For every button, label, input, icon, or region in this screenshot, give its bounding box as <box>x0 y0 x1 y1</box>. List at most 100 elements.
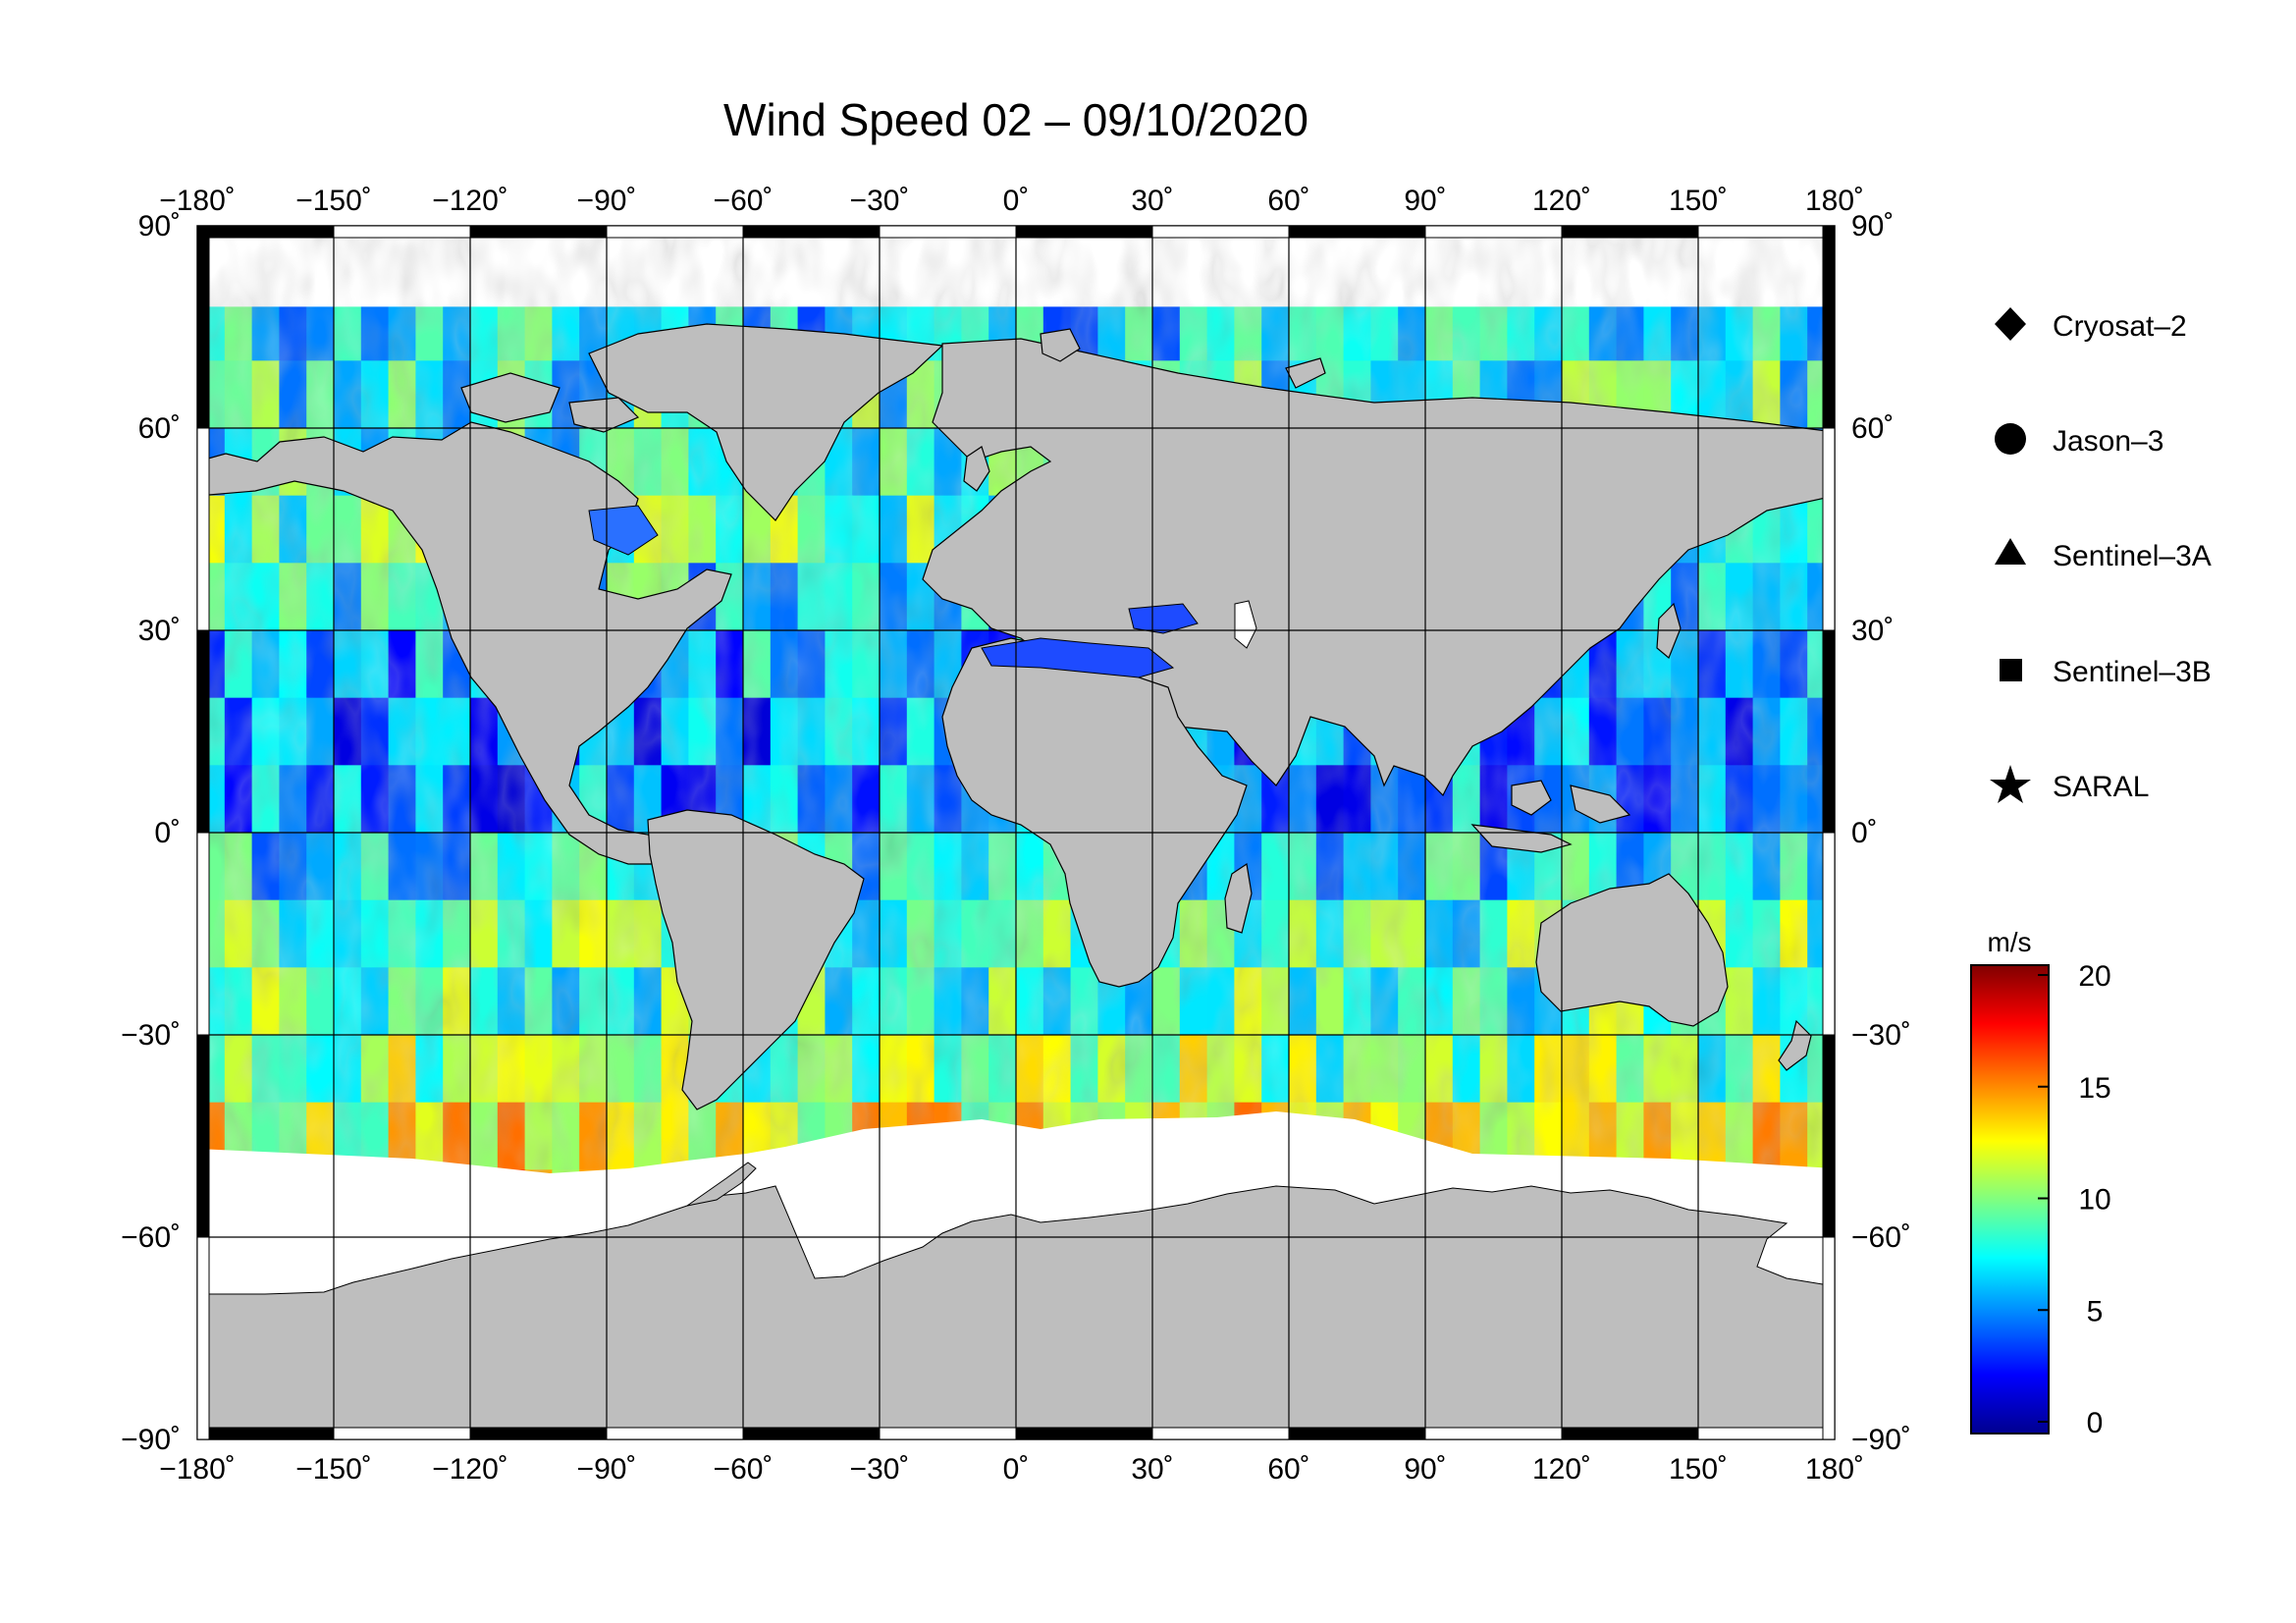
diamond-icon <box>1995 307 2026 341</box>
frame-segment-top <box>1288 225 1426 239</box>
star-icon <box>1990 765 2031 803</box>
colorbar-tick-label: 0 <box>2087 1407 2104 1439</box>
frame-segment-top <box>1015 225 1153 239</box>
british-isles <box>963 446 990 492</box>
lon-tick-label-top: 0˚ <box>1003 185 1030 217</box>
lon-tick-label-bottom: −90˚ <box>577 1453 637 1486</box>
continents <box>197 323 1835 1110</box>
frame-segment-bottom <box>333 1427 471 1440</box>
caspian-sea <box>1234 600 1257 649</box>
frame-segment-bottom <box>1015 1427 1153 1440</box>
lon-tick-label-bottom: −30˚ <box>850 1453 910 1486</box>
frame-segment-bottom <box>1424 1427 1563 1440</box>
lon-tick-label-bottom: 180˚ <box>1805 1453 1864 1486</box>
axis-labels: −180˚ −180˚ −150˚ −150˚ −120˚ −120˚ −90˚ −90˚ −6… <box>121 185 1911 1486</box>
novaya-zemlya <box>1285 357 1326 389</box>
frame-segment-right <box>1822 427 1836 631</box>
lon-tick-label-top: −60˚ <box>714 185 774 217</box>
antarctic-peninsula <box>686 1162 757 1207</box>
frame-segment-right <box>1822 629 1836 834</box>
africa <box>941 637 1248 988</box>
lat-tick-label-left: −60˚ <box>121 1221 181 1254</box>
frame-segment-top <box>196 225 335 239</box>
lon-tick-label-top: 30˚ <box>1131 185 1173 217</box>
lon-tick-label-top: 120˚ <box>1532 185 1591 217</box>
lat-tick-label-right: −90˚ <box>1851 1424 1911 1456</box>
frame-segment-right <box>1822 225 1836 429</box>
lon-tick-label-bottom: −60˚ <box>714 1453 774 1486</box>
lon-tick-label-top: 90˚ <box>1404 185 1446 217</box>
frame-segment-left <box>196 832 210 1036</box>
legend-label: SARAL <box>2053 771 2149 803</box>
legend-item-cryosat: Cryosat–2 <box>1995 307 2187 343</box>
black-sea <box>1128 603 1199 634</box>
colorbar-gradient <box>1970 964 2050 1434</box>
frame-segment-top <box>742 225 881 239</box>
lon-tick-label-bottom: 120˚ <box>1532 1453 1591 1486</box>
frame-segments <box>196 225 1836 1440</box>
colorbar: m/s 20 15 10 5 0 <box>1970 927 2111 1439</box>
colorbar-tick-label: 10 <box>2078 1184 2110 1217</box>
colorbar-tick-label: 20 <box>2078 960 2110 993</box>
legend-item-sentinel-3b: Sentinel–3B <box>2000 656 2212 688</box>
frame-segment-top <box>1424 225 1563 239</box>
legend-label: Jason–3 <box>2053 425 2163 458</box>
lat-tick-label-left: 30˚ <box>138 615 181 647</box>
lon-tick-label-top: 60˚ <box>1267 185 1309 217</box>
madagascar <box>1224 862 1253 934</box>
frame-segment-top <box>879 225 1017 239</box>
legend-item-saral: SARAL <box>1990 765 2149 803</box>
lat-tick-label-left: 60˚ <box>138 412 181 445</box>
lat-tick-label-left: 0˚ <box>154 817 181 849</box>
lon-tick-label-top: −30˚ <box>850 185 910 217</box>
frame-segment-left <box>196 1236 210 1440</box>
legend-label: Cryosat–2 <box>2053 310 2187 343</box>
greenland <box>588 323 944 521</box>
lat-tick-label-left: 90˚ <box>138 210 181 243</box>
square-icon <box>2000 659 2022 681</box>
frame-segment-left <box>196 427 210 631</box>
lon-tick-label-top: −150˚ <box>295 185 372 217</box>
legend-label: Sentinel–3A <box>2053 540 2212 572</box>
frame-segment-top <box>606 225 744 239</box>
gridlines <box>197 226 1835 1439</box>
lat-tick-label-right: 60˚ <box>1851 412 1894 445</box>
frame-segment-top <box>1561 225 1699 239</box>
circle-icon <box>1995 423 2026 455</box>
legend-item-jason: Jason–3 <box>1995 423 2163 458</box>
frame-segment-right <box>1822 832 1836 1036</box>
lon-tick-label-top: −180˚ <box>159 185 236 217</box>
new-zealand <box>1778 1019 1812 1071</box>
frame-segment-top <box>333 225 471 239</box>
chart-title: Wind Speed 02 – 09/10/2020 <box>723 94 1308 145</box>
lon-tick-label-bottom: 150˚ <box>1669 1453 1728 1486</box>
frame-segment-bottom <box>879 1427 1017 1440</box>
lat-tick-label-right: 0˚ <box>1851 817 1878 849</box>
frame-segment-bottom <box>1151 1427 1290 1440</box>
arctic-islands <box>460 372 640 433</box>
frame-segment-left <box>196 1034 210 1238</box>
lat-tick-label-left: −30˚ <box>121 1019 181 1052</box>
frame-segment-bottom <box>469 1427 608 1440</box>
lon-tick-label-bottom: 0˚ <box>1003 1453 1030 1486</box>
lat-tick-label-right: −30˚ <box>1851 1019 1911 1052</box>
frame-segment-bottom <box>1288 1427 1426 1440</box>
lat-tick-label-left: −90˚ <box>121 1424 181 1456</box>
lon-tick-label-top: −90˚ <box>577 185 637 217</box>
lon-tick-label-top: 150˚ <box>1669 185 1728 217</box>
frame-segment-bottom <box>742 1427 881 1440</box>
lon-tick-label-bottom: −120˚ <box>432 1453 508 1486</box>
frame-segment-bottom <box>196 1427 335 1440</box>
lon-tick-label-top: 180˚ <box>1805 185 1864 217</box>
colorbar-tick-label: 15 <box>2078 1072 2110 1105</box>
svalbard <box>1040 328 1081 362</box>
indonesia <box>1470 780 1631 853</box>
frame-segment-top <box>1151 225 1290 239</box>
frame-segment-left <box>196 225 210 429</box>
lat-tick-label-right: −60˚ <box>1851 1221 1911 1254</box>
satellite-legend: Cryosat–2 Jason–3 Sentinel–3A Sentinel–3… <box>1990 307 2212 803</box>
triangle-icon <box>1995 538 2026 565</box>
lon-tick-label-bottom: −150˚ <box>295 1453 372 1486</box>
frame-segment-right <box>1822 1236 1836 1440</box>
